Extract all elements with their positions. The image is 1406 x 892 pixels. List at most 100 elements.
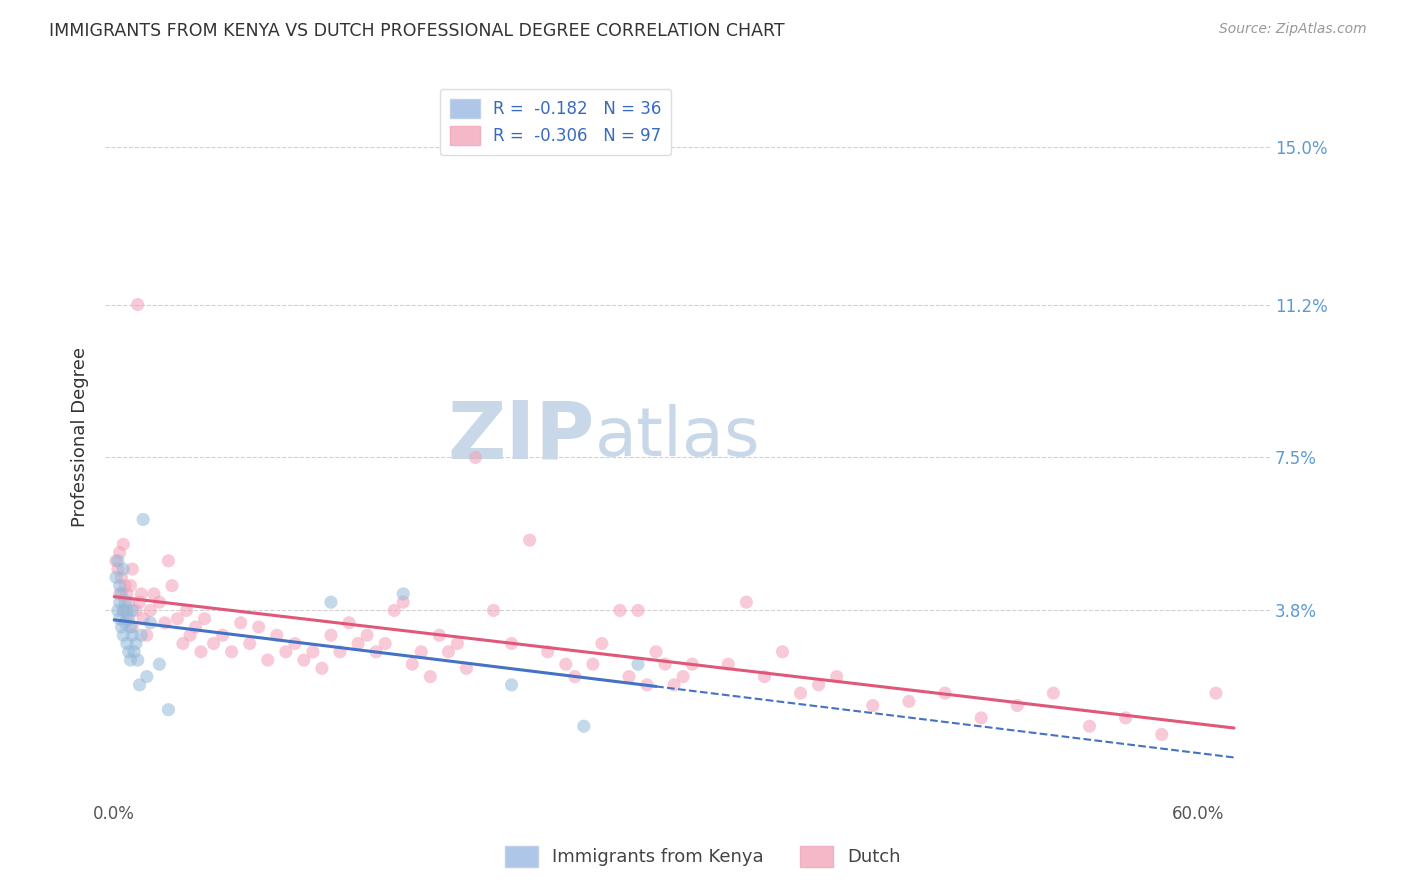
Point: [717, 657, 740, 672]
Point: [118, 645, 141, 659]
Point: [118, 612, 141, 626]
Point: [108, 612, 131, 626]
Point: [519, 533, 541, 548]
Point: [537, 645, 560, 659]
Point: [112, 603, 135, 617]
Point: [427, 628, 450, 642]
Point: [176, 603, 198, 617]
Point: [153, 615, 176, 630]
Point: [127, 653, 149, 667]
Point: [108, 595, 131, 609]
Point: [166, 612, 188, 626]
Point: [554, 657, 576, 672]
Point: [184, 620, 207, 634]
Point: [419, 670, 441, 684]
Point: [825, 670, 848, 684]
Point: [108, 587, 131, 601]
Point: [221, 645, 243, 659]
Point: [193, 612, 215, 626]
Point: [115, 603, 138, 617]
Point: [636, 678, 658, 692]
Point: [411, 645, 433, 659]
Point: [114, 595, 136, 609]
Point: [190, 645, 212, 659]
Point: [115, 587, 138, 601]
Text: ZIP: ZIP: [447, 398, 595, 475]
Point: [672, 670, 695, 684]
Point: [446, 636, 468, 650]
Point: [108, 545, 131, 559]
Point: [591, 636, 613, 650]
Point: [120, 579, 142, 593]
Point: [862, 698, 884, 713]
Legend: R =  -0.182   N = 36, R =  -0.306   N = 97: R = -0.182 N = 36, R = -0.306 N = 97: [440, 88, 672, 155]
Point: [172, 636, 194, 650]
Point: [148, 657, 170, 672]
Point: [202, 636, 225, 650]
Point: [120, 620, 142, 634]
Point: [789, 686, 811, 700]
Legend: Immigrants from Kenya, Dutch: Immigrants from Kenya, Dutch: [498, 838, 908, 874]
Point: [148, 595, 170, 609]
Text: atlas: atlas: [595, 404, 761, 470]
Point: [112, 628, 135, 642]
Point: [107, 554, 129, 568]
Point: [366, 645, 388, 659]
Point: [139, 603, 162, 617]
Point: [105, 554, 128, 568]
Point: [329, 645, 352, 659]
Point: [609, 603, 631, 617]
Point: [110, 620, 132, 634]
Point: [211, 628, 233, 642]
Point: [501, 678, 523, 692]
Text: IMMIGRANTS FROM KENYA VS DUTCH PROFESSIONAL DEGREE CORRELATION CHART: IMMIGRANTS FROM KENYA VS DUTCH PROFESSIO…: [49, 22, 785, 40]
Point: [807, 678, 830, 692]
Point: [107, 562, 129, 576]
Point: [897, 694, 920, 708]
Point: [157, 703, 180, 717]
Point: [110, 587, 132, 601]
Point: [754, 670, 776, 684]
Point: [139, 615, 162, 630]
Point: [319, 628, 342, 642]
Point: [131, 628, 153, 642]
Point: [292, 653, 315, 667]
Point: [1078, 719, 1101, 733]
Point: [347, 636, 370, 650]
Point: [266, 628, 288, 642]
Point: [735, 595, 758, 609]
Point: [356, 628, 378, 642]
Point: [501, 636, 523, 650]
Point: [1007, 698, 1029, 713]
Point: [645, 645, 668, 659]
Point: [627, 657, 650, 672]
Point: [654, 657, 676, 672]
Point: [132, 512, 155, 526]
Point: [107, 603, 129, 617]
Point: [1150, 727, 1173, 741]
Point: [401, 657, 423, 672]
Point: [1205, 686, 1227, 700]
Point: [564, 670, 586, 684]
Point: [127, 297, 149, 311]
Point: [970, 711, 993, 725]
Point: [114, 615, 136, 630]
Point: [382, 603, 405, 617]
Point: [108, 579, 131, 593]
Point: [311, 661, 333, 675]
Point: [229, 615, 252, 630]
Point: [135, 670, 157, 684]
Point: [1115, 711, 1137, 725]
Point: [482, 603, 505, 617]
Point: [681, 657, 703, 672]
Point: [115, 636, 138, 650]
Point: [319, 595, 342, 609]
Point: [256, 653, 278, 667]
Point: [121, 603, 143, 617]
Point: [179, 628, 201, 642]
Point: [464, 450, 486, 465]
Point: [582, 657, 605, 672]
Point: [121, 562, 143, 576]
Point: [1042, 686, 1064, 700]
Point: [105, 570, 128, 584]
